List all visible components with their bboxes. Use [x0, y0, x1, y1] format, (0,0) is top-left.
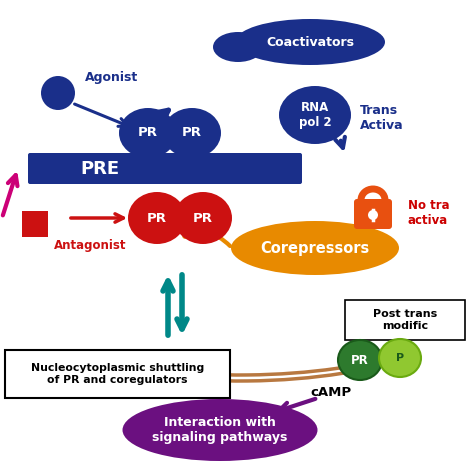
Text: No tra
activa: No tra activa	[408, 199, 450, 227]
Text: PR: PR	[138, 126, 158, 139]
FancyArrowPatch shape	[184, 227, 230, 246]
Ellipse shape	[231, 221, 399, 275]
FancyBboxPatch shape	[28, 153, 302, 184]
Text: Antagonist: Antagonist	[54, 240, 126, 253]
Text: RNA
pol 2: RNA pol 2	[299, 101, 331, 129]
Ellipse shape	[279, 86, 351, 144]
Ellipse shape	[174, 192, 232, 244]
FancyBboxPatch shape	[354, 199, 392, 229]
Ellipse shape	[128, 192, 186, 244]
Ellipse shape	[379, 339, 421, 377]
Ellipse shape	[119, 108, 177, 158]
Text: PR: PR	[351, 353, 369, 366]
Text: Corepressors: Corepressors	[260, 241, 370, 256]
Text: Coactivators: Coactivators	[266, 36, 354, 49]
Ellipse shape	[338, 340, 382, 380]
Text: PRE: PRE	[80, 160, 119, 177]
Text: Interaction with
signaling pathways: Interaction with signaling pathways	[152, 416, 288, 444]
Text: Trans
Activa: Trans Activa	[360, 104, 403, 132]
Ellipse shape	[163, 108, 221, 158]
Text: PR: PR	[193, 212, 213, 225]
FancyArrowPatch shape	[155, 110, 182, 140]
Text: PR: PR	[147, 212, 167, 225]
Text: Nucleocytoplasmic shuttling
of PR and coregulators: Nucleocytoplasmic shuttling of PR and co…	[31, 363, 204, 385]
Ellipse shape	[123, 399, 317, 461]
Ellipse shape	[235, 19, 385, 65]
Circle shape	[41, 76, 75, 110]
Text: Agonist: Agonist	[85, 72, 138, 85]
Text: P: P	[396, 353, 404, 363]
Text: Post trans
modific: Post trans modific	[373, 309, 437, 331]
FancyBboxPatch shape	[5, 350, 230, 398]
Text: PR: PR	[182, 126, 202, 139]
Circle shape	[368, 210, 378, 220]
FancyBboxPatch shape	[22, 211, 48, 237]
FancyBboxPatch shape	[345, 300, 465, 340]
Text: cAMP: cAMP	[310, 387, 351, 400]
Ellipse shape	[213, 32, 263, 62]
